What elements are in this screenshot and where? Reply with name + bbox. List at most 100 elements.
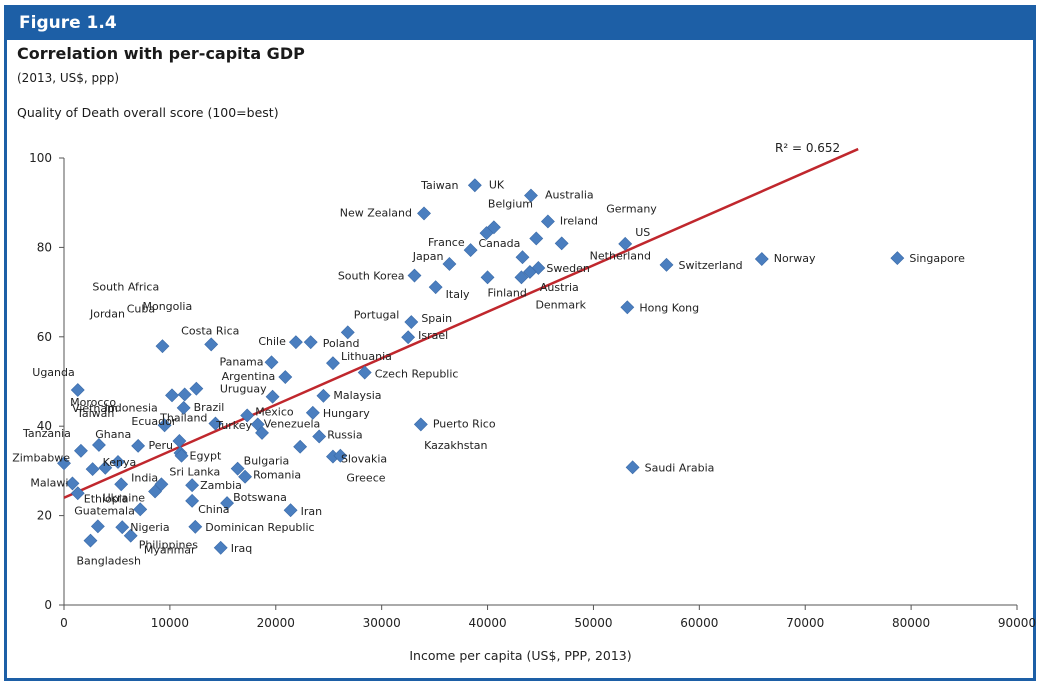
data-point-marker xyxy=(480,270,495,285)
data-point-label: South Korea xyxy=(338,270,405,283)
data-point-label: Myanmar xyxy=(144,543,196,556)
data-point-label: France xyxy=(428,236,465,249)
y-tick-label: 60 xyxy=(37,330,52,344)
data-point-label: Austria xyxy=(540,281,579,294)
data-point-label: Netherland xyxy=(590,249,651,262)
data-point-marker xyxy=(293,439,308,454)
data-point-label: China xyxy=(198,503,229,516)
data-point-label: US xyxy=(635,226,650,239)
data-point-marker xyxy=(288,335,303,350)
data-point-marker xyxy=(208,416,223,431)
data-point-label: Germany xyxy=(606,202,657,215)
data-point-label: Poland xyxy=(323,337,360,350)
data-point-marker xyxy=(486,220,501,235)
x-tick-label: 90000 xyxy=(998,616,1036,630)
data-point-label: Ecuador xyxy=(131,415,176,428)
data-point-label: Argentina xyxy=(222,370,276,383)
chart-subtitle: (2013, US$, ppp) xyxy=(17,71,120,85)
data-point-marker xyxy=(417,206,431,221)
data-point-marker xyxy=(407,268,422,283)
data-point-marker xyxy=(326,356,340,371)
data-point-marker xyxy=(463,243,478,258)
y-tick-label: 0 xyxy=(44,598,52,612)
figure-label: Figure 1.4 xyxy=(19,13,117,33)
data-point-marker xyxy=(70,486,85,501)
data-point-label: Dominican Republic xyxy=(205,521,314,534)
data-point-marker xyxy=(428,280,443,295)
y-tick-label: 100 xyxy=(29,151,52,165)
data-point-marker xyxy=(57,456,71,471)
data-point-marker xyxy=(333,448,348,463)
data-point-marker xyxy=(83,533,98,548)
data-point-label: Denmark xyxy=(535,298,586,311)
data-point-marker xyxy=(148,484,162,499)
chart-title: Correlation with per-capita GDP xyxy=(17,44,305,63)
data-point-label: UK xyxy=(489,178,505,191)
data-point-marker xyxy=(92,438,106,452)
data-point-marker xyxy=(174,448,189,463)
data-point-label: Sweden xyxy=(546,262,589,275)
data-point-marker xyxy=(890,251,905,266)
data-point-marker xyxy=(185,478,200,493)
data-point-marker xyxy=(154,477,169,492)
data-point-marker xyxy=(133,502,148,517)
data-point-label: Vietnam xyxy=(72,402,118,415)
axes: 0 20 40 60 80 100 0 10000 20000 30000 40000 50000 60… xyxy=(29,151,1036,630)
data-point-label: Nigeria xyxy=(130,521,169,534)
data-point-label: Cuba xyxy=(127,302,155,315)
x-axis-label: Income per capita (US$, PPP, 2013) xyxy=(409,648,631,663)
y-axis-label: Quality of Death overall score (100=best… xyxy=(17,105,279,120)
data-point-label: Australia xyxy=(545,189,594,202)
data-point-label: Costa Rica xyxy=(181,324,239,337)
data-point-label: Saudi Arabia xyxy=(645,461,715,474)
data-point-marker xyxy=(155,339,170,354)
data-point-label: Uruguay xyxy=(220,383,267,396)
data-point-marker xyxy=(213,540,228,555)
data-point-label: Kenya xyxy=(103,456,137,469)
data-point-label: Panama xyxy=(219,355,263,368)
data-point-label: Hungary xyxy=(323,407,370,420)
r-squared-label: R² = 0.652 xyxy=(775,141,840,155)
data-point-marker xyxy=(255,425,269,440)
data-point-marker xyxy=(238,469,252,484)
data-point-label: Philippines xyxy=(139,539,199,552)
data-point-label: Romania xyxy=(253,469,301,482)
x-tick-label: 20000 xyxy=(257,616,295,630)
data-point-label: Turkey xyxy=(215,419,252,432)
data-point-label: Iraq xyxy=(231,542,253,555)
x-tick-label: 60000 xyxy=(680,616,718,630)
data-point-label: Sri Lanka xyxy=(169,465,220,478)
data-point-label: Bulgaria xyxy=(244,455,290,468)
data-point-label: Zambia xyxy=(200,479,242,492)
data-point-marker xyxy=(540,214,555,229)
data-point-marker xyxy=(74,443,88,458)
data-point-label: Zimbabwe xyxy=(12,451,70,464)
data-point-marker xyxy=(554,236,569,251)
data-point-label: Peru xyxy=(148,439,173,452)
data-point-marker xyxy=(220,496,234,511)
data-point-marker xyxy=(305,405,320,420)
data-point-label: Puerto Rico xyxy=(433,417,496,430)
data-point-label: India xyxy=(131,471,158,484)
data-point-marker xyxy=(340,325,355,340)
data-point-marker xyxy=(111,455,125,469)
x-tick-label: 0 xyxy=(60,616,68,630)
data-point-marker xyxy=(283,503,298,518)
data-point-label: Norway xyxy=(774,252,816,265)
data-point-label: Morocco xyxy=(70,396,116,409)
data-point-marker xyxy=(165,388,179,403)
data-point-label: Ghana xyxy=(95,428,131,441)
data-point-marker xyxy=(401,330,416,345)
point-labels: UK Australia New Zealand Taiwan Belgium Irela… xyxy=(12,178,965,567)
data-point-label: Uganda xyxy=(32,366,74,379)
figure-frame: Figure 1.4 xyxy=(4,5,1036,681)
trendline-group xyxy=(63,147,859,499)
data-point-label: Hong Kong xyxy=(639,301,699,314)
data-point-marker xyxy=(204,337,219,352)
data-point-marker xyxy=(157,418,172,433)
data-point-marker xyxy=(188,519,203,534)
data-point-label: Taiwan xyxy=(420,179,458,192)
data-point-label: South Africa xyxy=(92,281,159,294)
data-point-marker xyxy=(278,370,293,384)
data-point-label: Ukraine xyxy=(103,491,146,504)
